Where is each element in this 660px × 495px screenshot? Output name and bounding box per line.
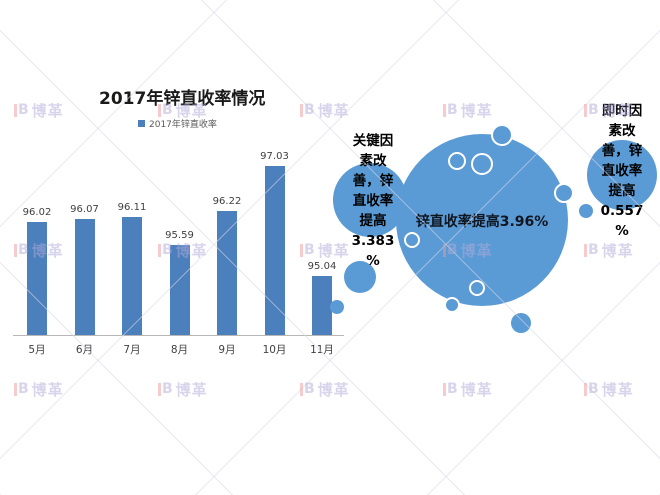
watermark-text: 博革	[601, 242, 634, 260]
chart-title: 2017年锌直收率情况	[99, 89, 266, 109]
bar-column	[74, 219, 95, 335]
watermark-text: 博革	[317, 102, 350, 120]
watermark-b-icon: B	[158, 382, 173, 396]
annotation-line: 素改	[608, 123, 636, 139]
annotation-line: 关键因	[352, 133, 394, 149]
watermark-text: 博革	[317, 381, 350, 399]
annotation-line: 直收率	[352, 193, 394, 209]
watermark-b-icon: B	[14, 382, 29, 396]
bar-column	[122, 217, 142, 335]
bar-column	[217, 211, 237, 335]
annotation-line: 直收率	[601, 163, 643, 179]
watermark-text: 博革	[175, 381, 208, 399]
decor-ring-circle	[448, 152, 466, 170]
chart-legend: 2017年锌直收率	[138, 117, 217, 130]
watermark-logo: B 博革	[443, 379, 493, 400]
bar-column	[27, 222, 47, 335]
annotation-line: 0.557	[600, 203, 644, 219]
annotation-line: 提高	[608, 183, 636, 199]
watermark-b-icon: B	[300, 382, 315, 396]
x-axis-tick-label: 7月	[123, 344, 141, 356]
bar-value-label: 95.59	[165, 230, 194, 241]
bar-value-label: 96.22	[212, 196, 242, 207]
bar-column	[312, 276, 332, 335]
watermark-b-icon: B	[584, 382, 599, 396]
watermark-logo: B 博革	[300, 100, 350, 121]
watermark-b-icon: B	[300, 243, 315, 257]
annotation-line: %	[615, 223, 629, 239]
watermark-b-icon: B	[584, 243, 599, 257]
decor-circle	[491, 124, 513, 146]
watermark-logo: B 博革	[14, 100, 64, 121]
legend-swatch-icon	[138, 120, 145, 127]
annotation-line: 素改	[359, 153, 387, 169]
bar-value-label: 97.03	[260, 151, 289, 162]
x-axis-tick-label: 5月	[28, 344, 46, 356]
watermark-b-icon: B	[443, 382, 458, 396]
decor-ring-circle	[471, 153, 493, 175]
x-axis-tick-label: 8月	[170, 344, 189, 356]
watermark-logo: B 博革	[158, 379, 208, 400]
watermark-logo: B 博革	[443, 100, 493, 121]
decor-circle	[330, 300, 344, 314]
bar-column	[169, 245, 190, 335]
annotation-line: 善，锌	[352, 173, 394, 189]
annotation-main-bubble-label: 锌直收率提高3.96%	[415, 214, 549, 230]
watermark-text: 博革	[31, 102, 64, 120]
watermark-logo: B 博革	[14, 379, 64, 400]
watermark-text: 博革	[601, 381, 634, 399]
watermark-text: 博革	[31, 381, 64, 399]
annotation-left-bubble-label: 关键因 素改 善，锌 直收率 提高 3.383%	[327, 131, 419, 271]
x-axis-tick-label: 9月	[218, 344, 236, 356]
annotation-line: 3.383	[351, 233, 395, 249]
x-axis-tick-label: 6月	[75, 344, 94, 356]
annotation-line: 善，锌	[601, 143, 643, 159]
watermark-logo: B 博革	[584, 240, 634, 261]
watermark-logo: B 博革	[584, 379, 634, 400]
annotation-line: 即时因	[601, 103, 643, 119]
bar-value-label: 96.11	[117, 202, 147, 213]
annotation-right-bubble-label: 即时因素改善，锌直收率提高 0.557%	[576, 101, 660, 241]
bar-column	[264, 166, 285, 335]
x-axis-line	[13, 335, 344, 336]
decor-ring-circle	[469, 280, 485, 296]
watermark-b-icon: B	[443, 103, 458, 117]
x-axis-tick-label: 10月	[262, 344, 287, 356]
watermark-b-icon: B	[14, 103, 29, 117]
watermark-text: 博革	[460, 381, 493, 399]
decor-circle	[554, 183, 574, 203]
bar-value-label: 96.07	[70, 204, 99, 215]
x-axis-tick-label: 11月	[310, 344, 334, 356]
watermark-logo: B 博革	[300, 379, 350, 400]
decor-ring-circle	[444, 297, 460, 313]
legend-label: 2017年锌直收率	[149, 120, 217, 130]
bar-value-label: 96.02	[22, 207, 52, 218]
watermark-b-icon: B	[300, 103, 315, 117]
decor-circle	[511, 313, 531, 333]
watermark-text: 博革	[460, 102, 493, 120]
annotation-line: %	[366, 253, 380, 269]
